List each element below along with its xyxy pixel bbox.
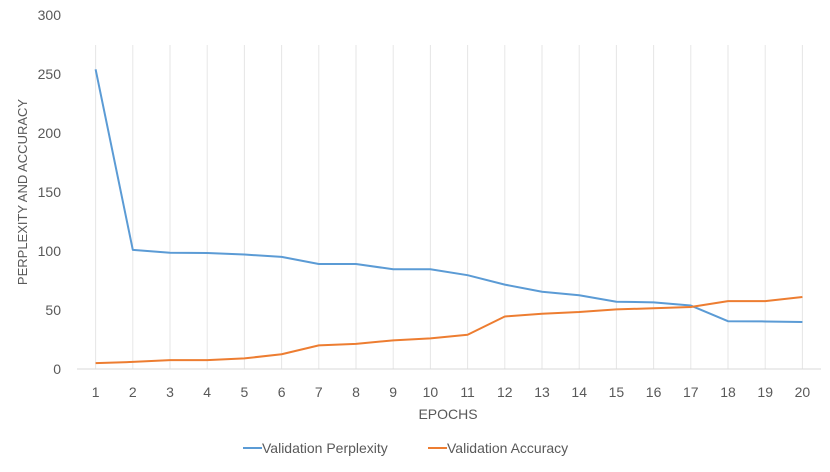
y-tick-label: 150 [38, 184, 62, 200]
x-tick-label: 4 [203, 384, 211, 400]
x-tick-label: 7 [315, 384, 323, 400]
y-tick-label: 100 [38, 243, 62, 259]
x-tick-label: 19 [757, 384, 773, 400]
gridlines [95, 45, 803, 369]
legend-label-validation-perplexity: Validation Perplexity [262, 440, 388, 456]
legend: Validation Perplexity Validation Accuracy [243, 440, 568, 456]
x-axis-label: EPOCHS [418, 406, 477, 422]
y-axis-label: PERPLEXITY AND ACCURACY [15, 99, 30, 285]
x-tick-label: 13 [534, 384, 550, 400]
x-tick-label: 3 [166, 384, 174, 400]
x-tick-labels: 1 2 3 4 5 6 7 8 9 10 11 12 13 14 15 16 17 18 19 20 [92, 384, 811, 400]
x-tick-label: 17 [683, 384, 699, 400]
x-tick-label: 11 [460, 384, 475, 400]
y-tick-labels: 0 50 100 150 200 250 300 [38, 7, 62, 377]
x-tick-label: 1 [92, 384, 100, 400]
x-tick-label: 18 [720, 384, 736, 400]
y-tick-label: 200 [38, 125, 62, 141]
x-tick-label: 12 [497, 384, 513, 400]
series-line-validation-accuracy [95, 296, 803, 365]
legend-label-validation-accuracy: Validation Accuracy [447, 440, 568, 456]
series-line-validation-perplexity [94, 69, 803, 324]
x-tick-label: 5 [241, 384, 249, 400]
x-tick-label: 16 [646, 384, 662, 400]
x-tick-label: 8 [352, 384, 360, 400]
y-tick-label: 50 [45, 302, 61, 318]
series-lines [94, 69, 803, 365]
y-tick-label: 300 [38, 7, 62, 23]
x-tick-label: 20 [795, 384, 811, 400]
x-tick-label: 9 [389, 384, 397, 400]
x-tick-label: 2 [129, 384, 137, 400]
x-tick-label: 15 [609, 384, 625, 400]
x-tick-label: 14 [571, 384, 587, 400]
x-tick-label: 10 [423, 384, 439, 400]
y-tick-label: 0 [53, 361, 61, 377]
x-tick-label: 6 [278, 384, 286, 400]
y-tick-label: 250 [38, 66, 62, 82]
